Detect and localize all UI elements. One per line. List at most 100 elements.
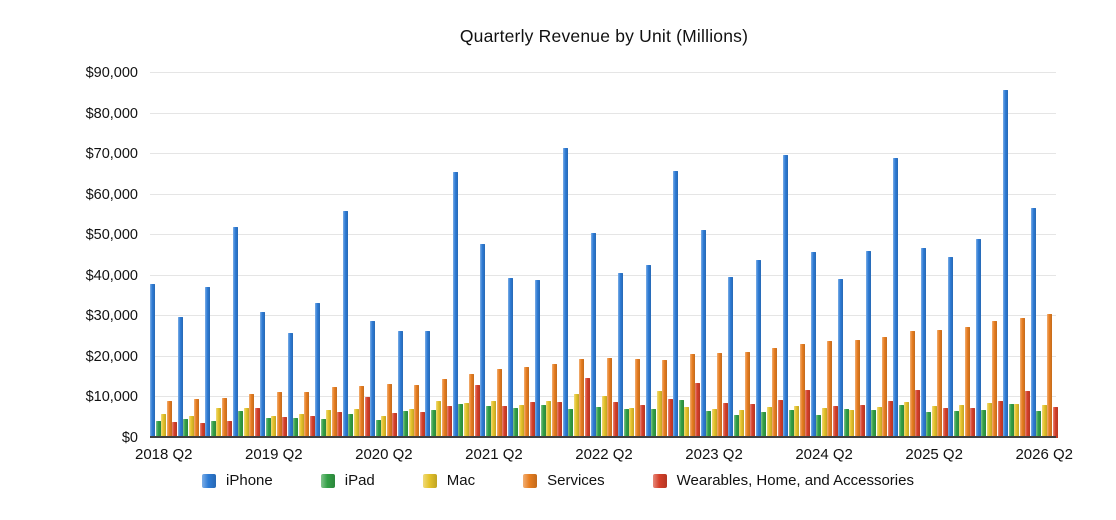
bar-wearables — [942, 407, 948, 438]
bar-wearables — [750, 404, 756, 438]
y-tick-label: $10,000 — [85, 389, 138, 406]
bar-mac — [656, 391, 662, 438]
legend-label: iPad — [344, 472, 375, 489]
bar-ipad — [210, 421, 216, 438]
y-tick-label: $30,000 — [85, 308, 138, 325]
bar-mac — [629, 408, 635, 438]
bar-wearables — [832, 405, 838, 438]
bar-ipad — [898, 405, 904, 438]
bar-services — [992, 321, 998, 438]
bar-services — [772, 347, 778, 438]
bar-group-2024-q1 — [783, 73, 811, 438]
bar-iphone — [728, 277, 734, 438]
bar-group-2020-q1 — [342, 73, 371, 438]
legend-swatch-icon — [652, 473, 667, 488]
bar-group-2024-q4 — [865, 73, 893, 438]
bar-mac — [271, 415, 277, 438]
bar-group-2025-q3 — [948, 73, 976, 438]
bar-mac — [794, 406, 800, 438]
bar-iphone — [507, 277, 513, 438]
bar-group-2019-q1 — [232, 73, 261, 438]
bar-iphone — [590, 232, 596, 438]
legend-label: Wearables, Home, and Accessories — [676, 472, 914, 489]
bar-mac — [243, 407, 249, 438]
bar-wearables — [337, 411, 343, 438]
legend-label: iPhone — [226, 472, 273, 489]
bar-services — [1019, 317, 1025, 438]
bar-ipad — [596, 407, 601, 438]
bar-ipad — [871, 409, 877, 438]
bar-ipad — [348, 413, 354, 438]
bar-iphone — [893, 157, 899, 438]
bar-mac — [684, 406, 690, 438]
bar-mac — [216, 407, 222, 438]
bar-group-2020-q4 — [425, 73, 453, 438]
bar-wearables — [529, 402, 535, 438]
bar-iphone — [838, 278, 844, 438]
bar-mac — [876, 406, 882, 438]
bar-iphone — [562, 147, 568, 438]
bar-wearables — [915, 390, 921, 438]
bar-group-2018-q3 — [177, 73, 206, 438]
bar-ipad — [706, 410, 712, 438]
bar-mac — [986, 402, 992, 438]
bar-group-2023-q3 — [728, 73, 756, 438]
bar-wearables — [419, 411, 425, 438]
bar-iphone — [425, 330, 431, 438]
bar-group-2022-q2 — [590, 73, 618, 438]
bar-mac — [573, 394, 579, 438]
bar-ipad — [1008, 403, 1014, 438]
grid-line — [150, 355, 1056, 357]
bar-mac — [904, 401, 910, 438]
bar-wearables — [887, 401, 893, 438]
bar-iphone — [975, 239, 981, 438]
bar-wearables — [309, 415, 315, 438]
legend-swatch-icon — [320, 473, 335, 488]
legend-swatch-icon — [422, 473, 437, 488]
bar-ipad — [926, 412, 932, 438]
bar-services — [799, 344, 805, 438]
bar-services — [166, 400, 172, 438]
plot-area — [150, 72, 1058, 438]
legend-item-iphone: iPhone — [202, 472, 273, 489]
bar-group-2021-q4 — [535, 73, 563, 438]
bar-ipad — [953, 411, 959, 438]
bar-mac — [766, 407, 772, 438]
bar-services — [331, 387, 337, 438]
bar-group-2026-q1 — [1003, 73, 1031, 438]
grid-line — [150, 315, 1056, 317]
bar-mac — [821, 407, 827, 438]
bar-wearables — [1025, 390, 1031, 438]
bar-mac — [711, 408, 717, 438]
bar-services — [634, 358, 640, 438]
bar-group-2021-q1 — [452, 73, 481, 438]
bar-mac — [326, 409, 332, 438]
bar-mac — [518, 404, 524, 438]
bar-ipad — [761, 411, 767, 438]
bar-iphone — [260, 312, 266, 438]
bar-group-2022-q4 — [645, 73, 673, 438]
y-tick-label: $80,000 — [85, 105, 138, 122]
bar-wearables — [1052, 407, 1058, 438]
bar-services — [1047, 313, 1053, 438]
bar-ipad — [651, 408, 657, 438]
legend-label: Services — [547, 472, 605, 489]
bar-wearables — [172, 421, 178, 438]
bar-ipad — [1036, 411, 1042, 438]
bar-ipad — [238, 410, 244, 438]
bar-iphone — [810, 251, 816, 438]
bar-mac — [436, 401, 442, 438]
bar-wearables — [612, 402, 618, 438]
bars-layer — [150, 73, 1058, 438]
bar-services — [689, 353, 695, 438]
y-tick-label: $60,000 — [85, 186, 138, 203]
x-axis-baseline — [150, 436, 1056, 438]
bar-services — [827, 341, 833, 438]
bar-services — [937, 329, 943, 438]
bar-iphone — [287, 332, 293, 438]
bar-wearables — [777, 400, 783, 438]
chart-title: Quarterly Revenue by Unit (Millions) — [459, 26, 749, 46]
x-axis: 2018 Q2 2019 Q2 2020 Q2 2021 Q2 2022 Q2 2023 … — [135, 446, 1073, 466]
bar-group-2026-q2 — [1030, 73, 1059, 438]
y-tick-label: $70,000 — [85, 146, 138, 163]
